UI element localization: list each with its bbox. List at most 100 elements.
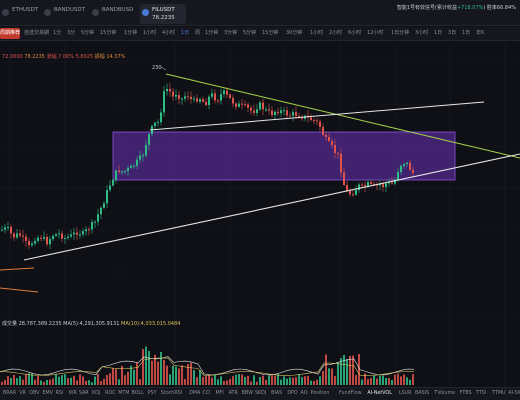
indicator-tab[interactable]: AI-SIG [508, 391, 520, 396]
indicator-tab[interactable]: StochRSI [160, 391, 183, 396]
timeframe-item[interactable]: 5分钟 [81, 30, 95, 36]
indicator-tab[interactable]: BOLL [131, 391, 144, 396]
tab-filusdt[interactable]: FILUSDT 78.2235 [140, 4, 186, 24]
indicator-tab[interactable]: SKDJ [254, 391, 267, 396]
indicator-tab[interactable]: BASIS [415, 391, 430, 396]
indicator-tab[interactable]: OBV [29, 391, 40, 396]
candle-body [382, 184, 384, 188]
timeframe-item[interactable]: 12小时 [367, 30, 384, 36]
indicator-tab[interactable]: LSUR [398, 391, 412, 396]
indicator-tab[interactable]: ATR [228, 391, 238, 396]
volume-bar [406, 377, 408, 385]
candle-body [253, 110, 255, 113]
indicator-tab[interactable]: PSY [147, 391, 157, 396]
indicator-tab[interactable]: CCI [202, 391, 211, 396]
indicator-tab[interactable]: FTBS [459, 391, 472, 396]
candle-body [271, 110, 273, 116]
timeframe-item[interactable]: 1分钟 [205, 30, 219, 36]
timeframe-item[interactable]: 自选交易期 [24, 30, 50, 36]
tab-ethusdt[interactable]: ETHUSDT [0, 4, 40, 24]
volume-bar [382, 375, 384, 385]
candle-body [247, 104, 249, 108]
indicator-tab[interactable]: Position [310, 391, 330, 396]
indicator-tab[interactable]: WR [68, 391, 77, 396]
candle-body [250, 107, 252, 111]
indicator-tab[interactable]: BRAR [3, 391, 17, 396]
timeframe-item[interactable]: 30分钟 [286, 30, 303, 36]
timeframe-item[interactable]: 2小时 [329, 30, 343, 36]
candle-body [274, 111, 276, 116]
volume-bar [130, 365, 132, 385]
indicator-tab[interactable]: VR [19, 391, 26, 396]
candle-body [7, 226, 9, 228]
candle-body [325, 134, 327, 138]
volume-bar [238, 374, 240, 385]
indicator-tab[interactable]: SAR [78, 391, 89, 396]
candle-body [1, 229, 3, 231]
candle-body [316, 120, 318, 122]
candle-body [103, 203, 105, 208]
timeframe-item[interactable]: 1日 [434, 30, 443, 36]
tab-bandusdt[interactable]: BANDUSDT [42, 4, 86, 24]
tab-bandbusd[interactable]: BANDBUSD [90, 4, 134, 24]
indicator-tab[interactable]: AI-NetVOL [367, 391, 392, 396]
timeframe-item[interactable]: 15分钟 [100, 30, 117, 36]
indicator-tab[interactable]: MTM [118, 391, 130, 396]
timeframe-item[interactable]: 1分 [53, 30, 62, 36]
volume-bar [202, 377, 204, 385]
price-chart[interactable]: 230 [0, 42, 520, 387]
cycle-recommend-badge[interactable]: 周期推荐 [0, 28, 20, 39]
candle-body [181, 98, 183, 100]
timeframe-item[interactable]: 1日分钟 [391, 30, 410, 36]
timeframe-item[interactable]: 年K [476, 30, 485, 36]
volume-bar [244, 376, 246, 385]
indicator-tab[interactable]: DMA [189, 391, 201, 396]
volume-bar [205, 376, 207, 385]
volume-bar [157, 361, 159, 385]
timeframe-item[interactable]: 1日 [181, 30, 190, 36]
candle-body [268, 109, 270, 111]
timeframe-item[interactable]: 6小时 [348, 30, 362, 36]
volume-bar [274, 376, 276, 385]
timeframe-item[interactable]: 3分钟 [224, 30, 238, 36]
candle-body [76, 232, 78, 235]
indicator-tab[interactable]: DPO [287, 391, 298, 396]
timeframe-item[interactable]: 1分钟 [124, 30, 138, 36]
candle-body [211, 93, 213, 97]
candle-body [64, 237, 66, 239]
indicator-tab[interactable]: KDJ [92, 391, 101, 396]
indicator-tab[interactable]: TTSI [475, 391, 487, 396]
candle-body [397, 171, 399, 180]
volume-bar [394, 374, 396, 385]
indicator-tab[interactable]: TVolume [434, 391, 456, 396]
timeframe-item[interactable]: 1小时 [143, 30, 157, 36]
indicator-tab[interactable]: ROC [105, 391, 116, 396]
indicator-tab[interactable]: RSI [55, 391, 64, 396]
timeframe-item[interactable]: 1日 [462, 30, 471, 36]
timeframe-item[interactable]: 4小时 [162, 30, 176, 36]
timeframe-item[interactable]: 3小时 [415, 30, 429, 36]
candle-body [238, 103, 240, 107]
timeframe-item[interactable]: 5分钟 [243, 30, 257, 36]
timeframe-item[interactable]: 1小时 [310, 30, 324, 36]
timeframe-item[interactable]: 3日 [448, 30, 457, 36]
timeframe-item[interactable]: 周 [195, 30, 201, 36]
volume-bar [118, 379, 120, 385]
indicator-tab[interactable]: EMV [42, 391, 53, 396]
volume-bar [208, 374, 210, 385]
indicator-tab[interactable]: BIAS [271, 391, 283, 396]
candle-body [91, 222, 93, 230]
candle-body [52, 235, 54, 240]
indicator-tab[interactable]: MFI [215, 391, 224, 396]
candle-body [61, 233, 63, 239]
volume-bar [88, 380, 90, 385]
timeframe-item[interactable]: 3分 [67, 30, 76, 36]
indicator-tab[interactable]: TTMU [492, 391, 506, 396]
indicator-tab[interactable]: FundFlow [339, 391, 362, 396]
candle-body [223, 90, 225, 95]
timeframe-item[interactable]: 15分钟 [262, 30, 279, 36]
indicator-tab[interactable]: AO [300, 391, 308, 396]
volume-bar [307, 375, 309, 385]
indicator-tab[interactable]: BBW [241, 391, 253, 396]
candle-body [79, 234, 81, 236]
